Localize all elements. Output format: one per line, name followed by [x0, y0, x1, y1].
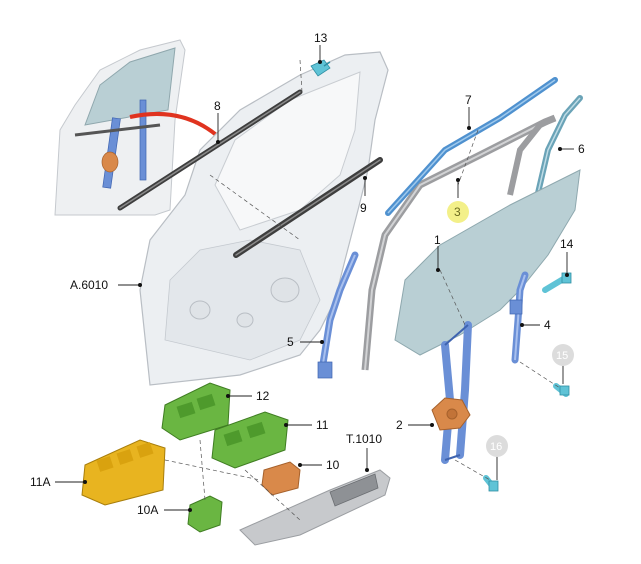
front-channel-5 [317, 251, 359, 379]
callout-11: 11 [316, 418, 329, 432]
callout-1: 1 [434, 233, 441, 247]
callout-2: 2 [396, 418, 403, 432]
callout-8: 8 [214, 99, 221, 113]
callout-16-badge [486, 435, 508, 457]
callout-10: 10 [326, 458, 340, 472]
callout-T1010: T.1010 [346, 432, 382, 446]
callout-13: 13 [314, 31, 328, 45]
callout-12: 12 [256, 389, 270, 403]
switch-12 [161, 382, 231, 441]
red-arrow [129, 111, 224, 142]
callout-9: 9 [360, 201, 367, 215]
callout-15: 15 [556, 350, 568, 362]
callout-14: 14 [560, 237, 574, 251]
callout-16: 16 [490, 441, 502, 453]
bolt-16 [483, 475, 499, 492]
assembly-lines [164, 59, 561, 521]
leader-lines [55, 45, 574, 512]
door-shell [139, 51, 389, 386]
callout-5: 5 [287, 335, 294, 349]
callout-3-badge [447, 201, 469, 223]
switch-10 [261, 461, 301, 496]
callout-4: 4 [544, 318, 551, 332]
callout-3: 3 [454, 205, 461, 219]
door-glass-1 [394, 169, 581, 356]
thumbnail-door [54, 39, 186, 216]
switch-11A [81, 439, 166, 506]
rear-channel-4 [509, 271, 529, 364]
bolt-15 [553, 383, 570, 397]
callout-11A: 11A [30, 475, 50, 489]
armrest-trim-T1010 [239, 469, 391, 546]
callout-15-badge [552, 344, 574, 366]
bolt-14 [542, 272, 572, 293]
window-regulator-2 [431, 321, 472, 464]
callout-6: 6 [578, 142, 585, 156]
callout-labels: 13 8 7 6 3 9 1 14 A.6010 4 5 15 12 11 2 … [30, 31, 585, 517]
callout-7: 7 [465, 93, 472, 107]
switch-11 [211, 411, 289, 469]
switch-10A [187, 495, 223, 533]
callout-10A: 10A [137, 503, 158, 517]
callout-A6010: A.6010 [70, 278, 108, 292]
